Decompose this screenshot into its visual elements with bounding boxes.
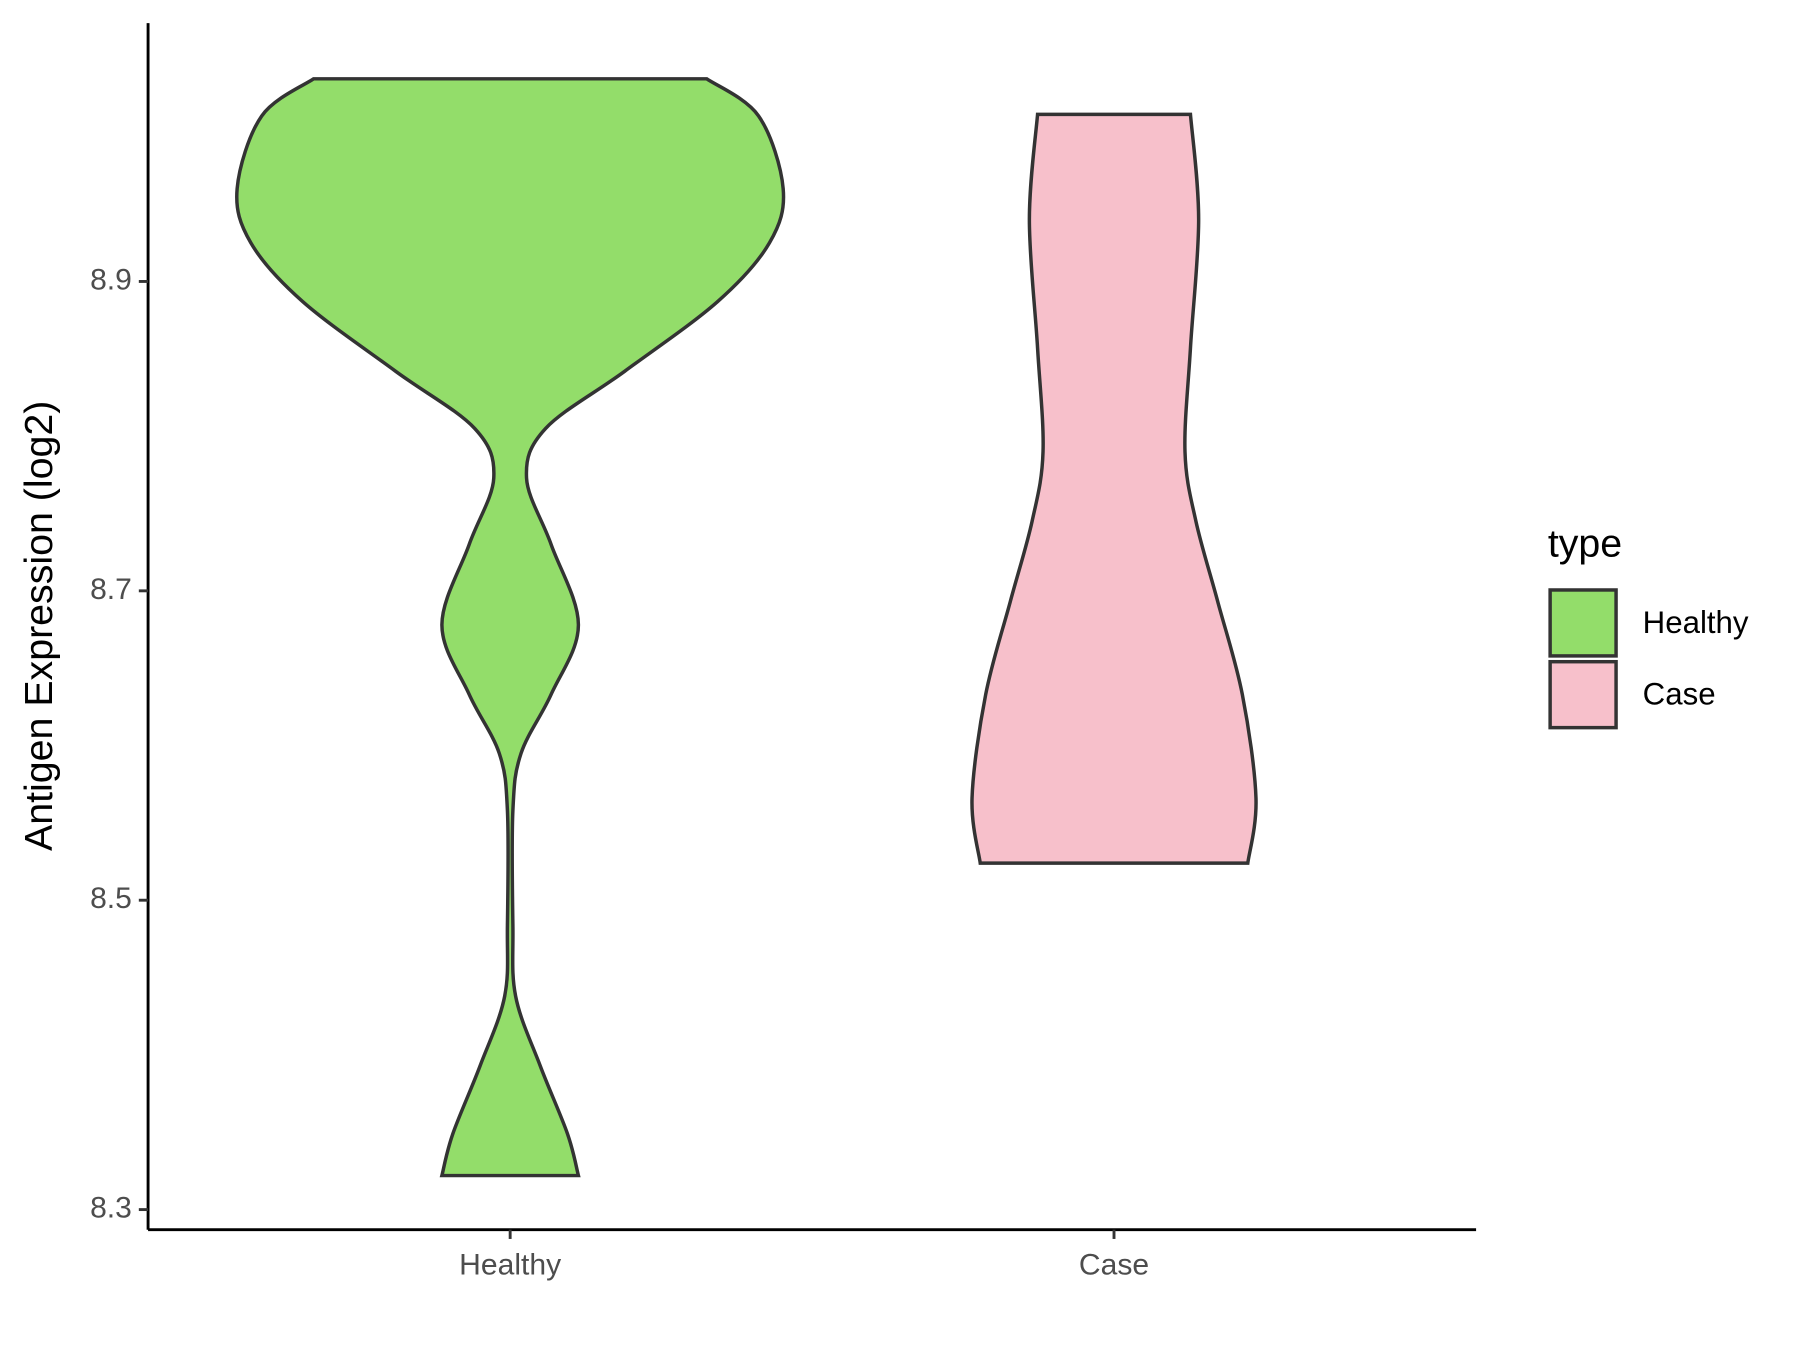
violin [235,77,786,1178]
violin [970,112,1258,865]
y-tick-label: 8.9 [90,263,132,296]
y-tick-label: 8.7 [90,573,132,606]
y-tick-label: 8.3 [90,1192,132,1225]
y-tick-label: 8.5 [90,882,132,915]
y-axis-title: Antigen Expression (log2) [17,401,61,851]
legend-swatch [1548,588,1618,658]
legend-label: Case [1643,677,1716,712]
legend-title: type [1548,521,1622,565]
x-tick-label: Healthy [459,1249,561,1282]
legend-label: Healthy [1643,605,1749,640]
x-tick-label: Case [1079,1249,1149,1282]
legend-swatch [1548,659,1618,730]
